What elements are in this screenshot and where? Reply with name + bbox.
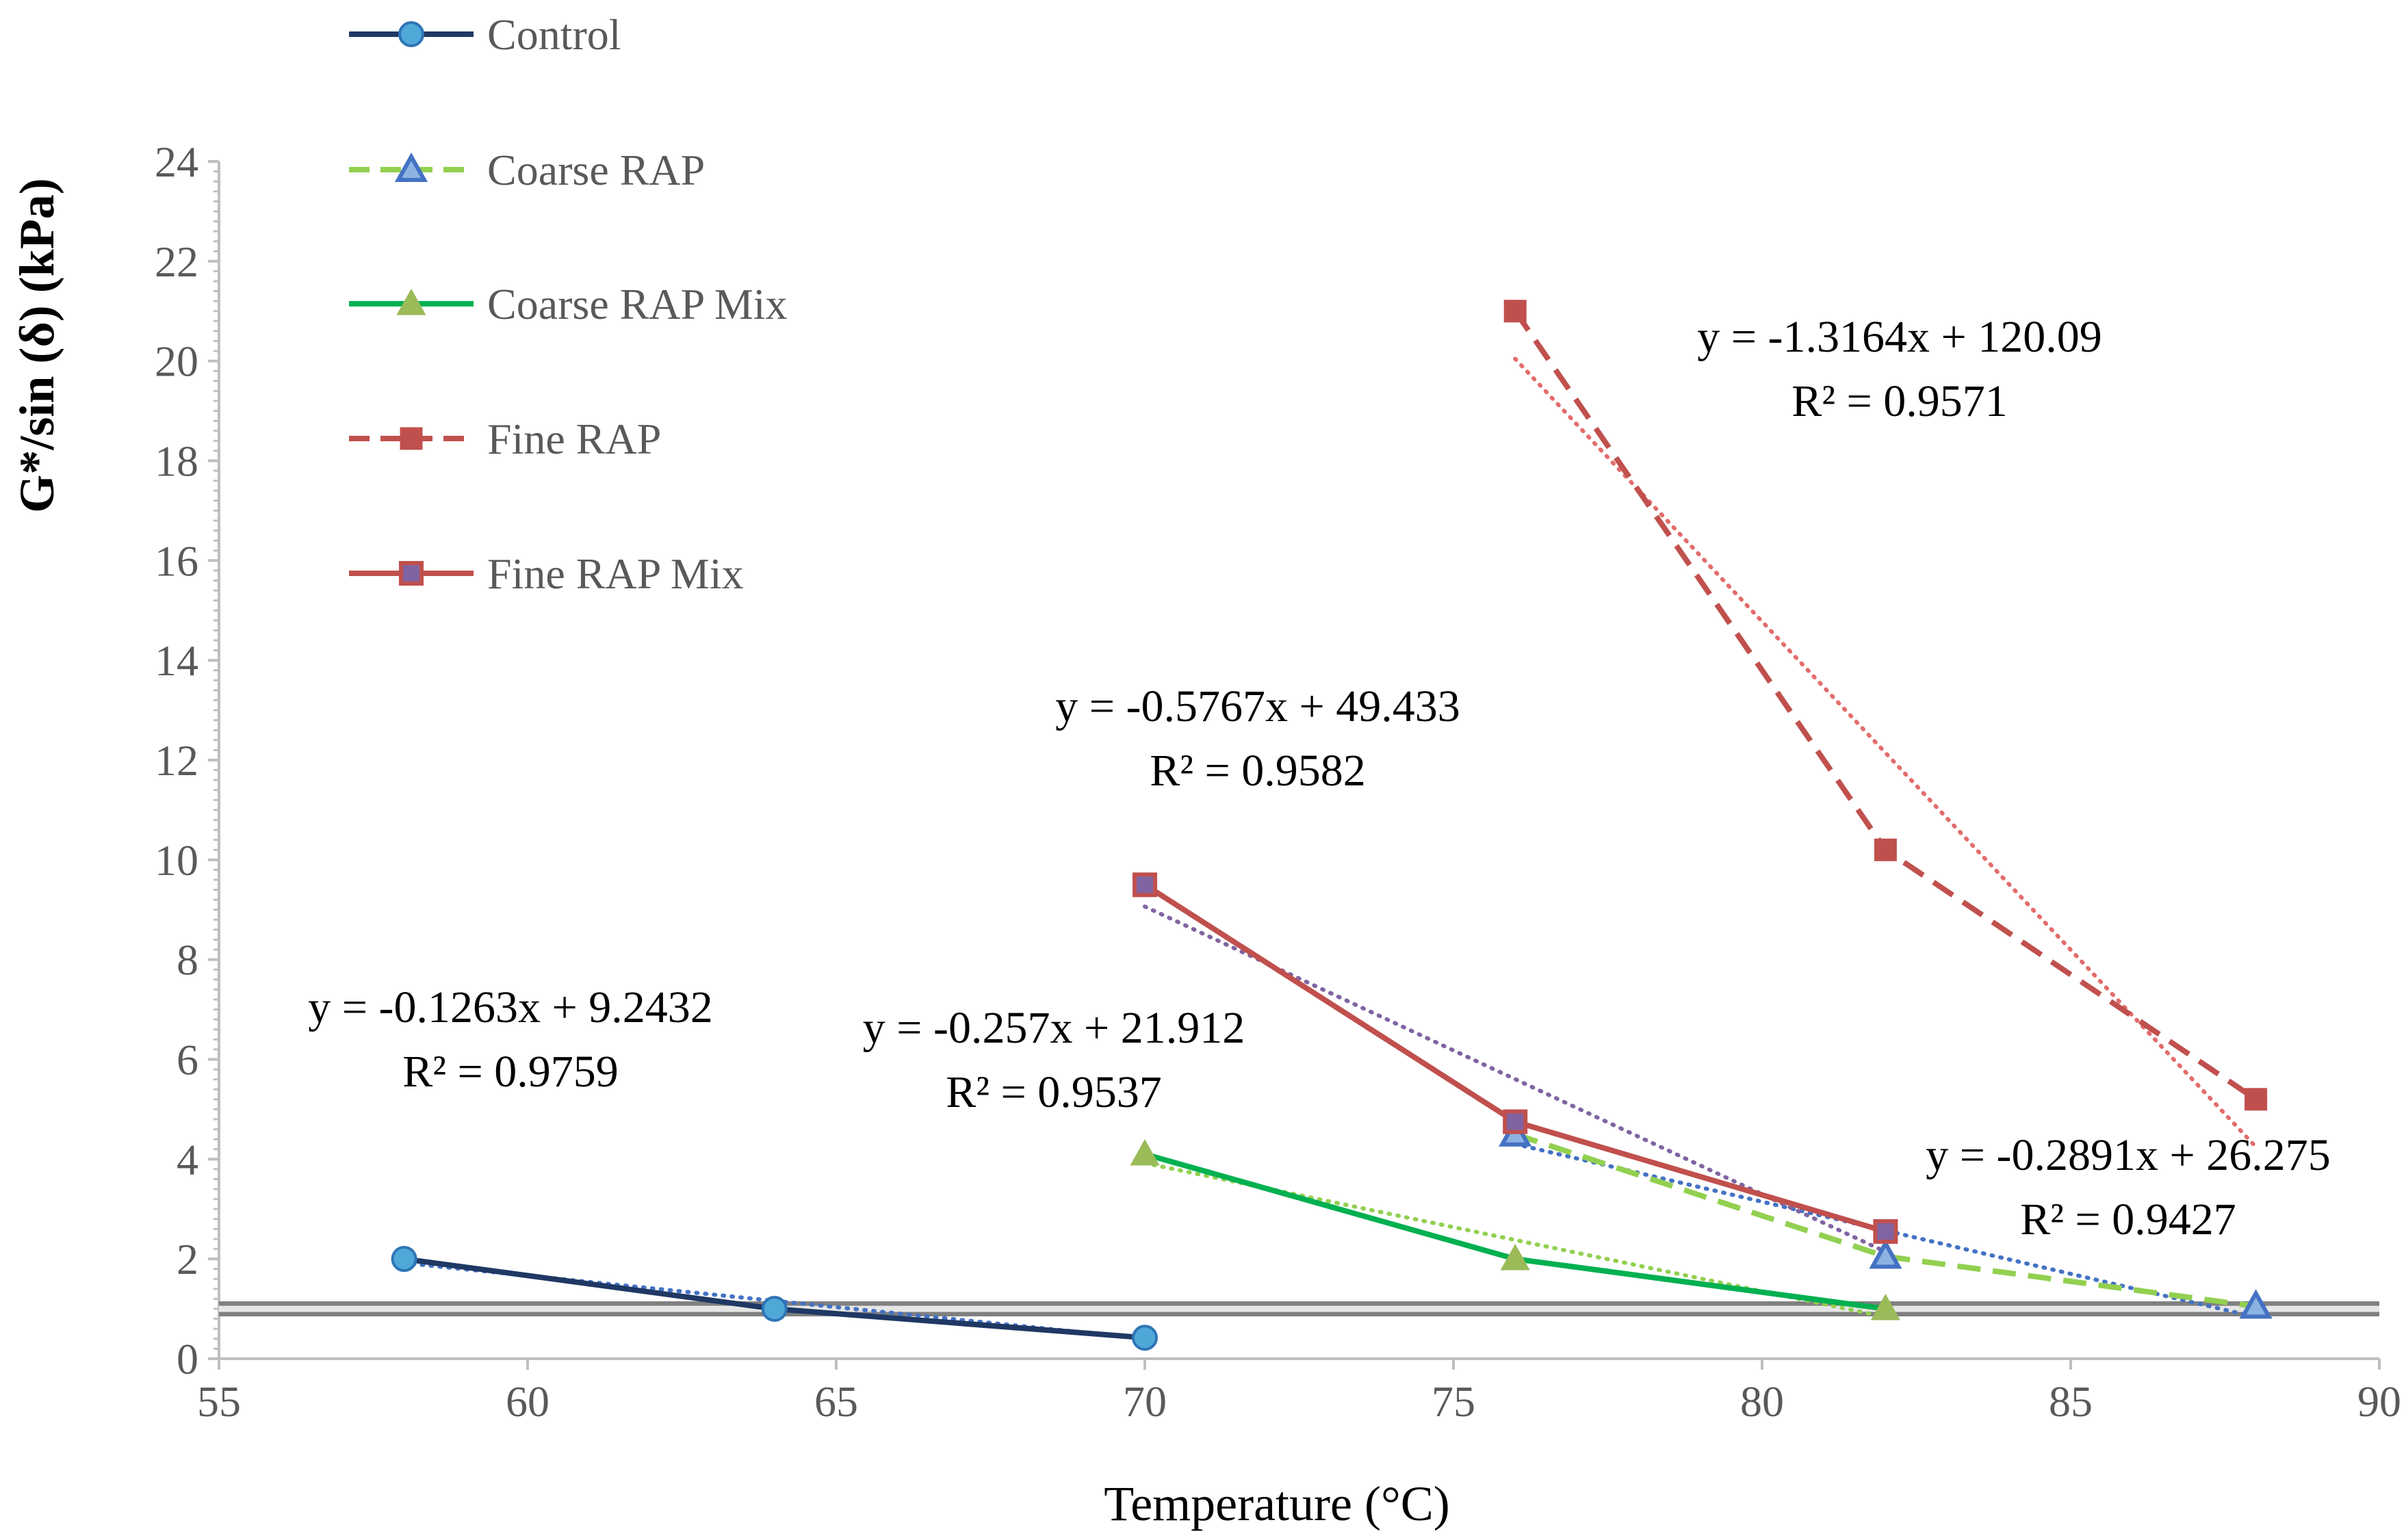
eq-control-equation: y = -0.1263x + 9.2432 [308,982,712,1032]
y-tick-label: 2 [177,1235,198,1283]
x-tick-label: 65 [814,1377,858,1426]
y-tick-label: 12 [155,736,198,785]
point-coarse-rap [2239,1289,2273,1319]
trendlines [402,356,2258,1341]
eq-coarse-rap-mix-r2: R² = 0.9537 [946,1067,1162,1117]
series-line-coarse-rap [1514,1132,2257,1309]
x-tick-label: 55 [197,1377,241,1426]
legend-marker-fine-rap-mix [399,561,424,586]
legend-marker-coarse-rap-mix [396,288,426,315]
legend-label-coarse-rap: Coarse RAP [487,146,705,194]
point-coarse-rap-mix [1130,1138,1160,1166]
x-tick-label: 85 [2049,1377,2093,1426]
point-control [391,1246,417,1273]
series-line-coarse-rap-mix [1143,1151,1886,1312]
legend-marker-coarse-rap [394,152,428,182]
legend-marker-fine-rap [400,427,423,450]
eq-coarse-rap-equation: y = -0.2891x + 26.275 [1926,1130,2330,1180]
legend-marker-control [398,21,424,47]
point-fine-rap-mix [1133,872,1157,898]
eq-fine-rap-mix-r2: R² = 0.9582 [1150,746,1366,796]
y-tick-label: 18 [155,437,198,486]
eq-coarse-rap-mix-equation: y = -0.257x + 21.912 [863,1003,1245,1053]
series-markers [391,300,2273,1351]
y-tick-label: 24 [155,138,198,186]
point-fine-rap [1503,300,1527,323]
x-tick-label: 90 [2357,1377,2401,1426]
point-coarse-rap-mix [1500,1244,1530,1270]
series-line-fine-rap [1512,309,2258,1102]
x-axis-title: Temperature (°C) [1104,1476,1450,1531]
point-fine-rap-mix [1873,1219,1898,1244]
eq-control-r2: R² = 0.9759 [402,1047,619,1097]
point-fine-rap-mix [1503,1109,1528,1134]
axes [208,160,2381,1370]
point-control [1132,1324,1158,1351]
eq-fine-rap-mix-equation: y = -0.5767x + 49.433 [1055,681,1460,731]
legend-label-fine-rap-mix: Fine RAP Mix [487,549,744,598]
point-fine-rap [1874,838,1897,861]
point-coarse-rap [1869,1239,1902,1269]
y-tick-label: 8 [177,936,198,984]
y-tick-label: 14 [155,636,198,685]
y-axis-title: G*/sin (δ) (kPa) [10,178,64,512]
series-line-fine-rap-mix [1143,882,1887,1234]
legend-label-control: Control [487,10,621,59]
x-tick-label: 80 [1740,1377,1784,1426]
legend-label-coarse-rap-mix: Coarse RAP Mix [487,280,788,328]
y-tick-label: 16 [155,536,198,585]
legend: Control Coarse RAP Coarse RAP Mix Fine RAP F… [349,10,788,598]
y-tick-label: 20 [155,337,198,386]
legend-label-fine-rap: Fine RAP [487,415,661,463]
eq-coarse-rap-r2: R² = 0.9427 [2020,1195,2236,1244]
y-tick-label: 6 [177,1036,198,1084]
point-control [761,1296,788,1322]
y-tick-label: 4 [177,1135,198,1184]
x-tick-label: 75 [1432,1377,1475,1426]
x-tick-label: 60 [506,1377,549,1426]
equation-annotations: y = -0.1263x + 9.2432 R² = 0.9759 y = -0.2… [308,312,2330,1244]
y-tick-label: 22 [155,237,198,286]
eq-fine-rap-r2: R² = 0.9571 [1791,376,2008,426]
y-tick-label: 0 [177,1335,198,1383]
point-coarse-rap-mix [1870,1294,1900,1320]
y-tick-label: 10 [155,836,198,885]
series-lines [404,309,2258,1341]
eq-fine-rap-equation: y = -1.3164x + 120.09 [1697,312,2101,362]
point-fine-rap [2245,1088,2268,1111]
x-tick-label: 70 [1123,1377,1167,1426]
